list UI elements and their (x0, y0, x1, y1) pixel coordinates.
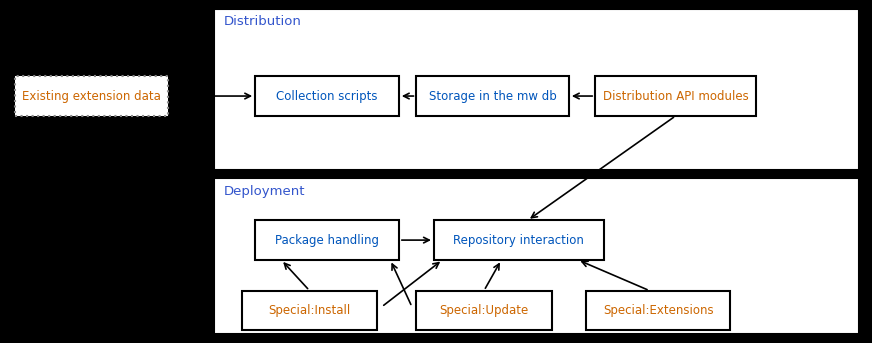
Text: Special:Update: Special:Update (439, 304, 528, 317)
Text: Repository interaction: Repository interaction (453, 234, 584, 247)
FancyBboxPatch shape (214, 178, 859, 334)
Text: Distribution API modules: Distribution API modules (603, 90, 749, 103)
Text: Deployment: Deployment (224, 185, 305, 198)
FancyBboxPatch shape (242, 291, 377, 330)
Text: Collection scripts: Collection scripts (276, 90, 378, 103)
FancyBboxPatch shape (255, 76, 399, 116)
Text: Special:Install: Special:Install (269, 304, 351, 317)
FancyBboxPatch shape (586, 291, 730, 330)
Text: Package handling: Package handling (275, 234, 379, 247)
FancyBboxPatch shape (16, 76, 167, 116)
Text: Existing extension data: Existing extension data (22, 90, 161, 103)
FancyBboxPatch shape (416, 76, 569, 116)
FancyBboxPatch shape (255, 221, 399, 260)
FancyBboxPatch shape (417, 291, 551, 330)
FancyBboxPatch shape (595, 76, 756, 116)
Text: Distribution: Distribution (224, 15, 302, 28)
Text: Storage in the mw db: Storage in the mw db (429, 90, 556, 103)
FancyBboxPatch shape (433, 221, 603, 260)
Text: Special:Extensions: Special:Extensions (603, 304, 713, 317)
FancyBboxPatch shape (214, 9, 859, 170)
